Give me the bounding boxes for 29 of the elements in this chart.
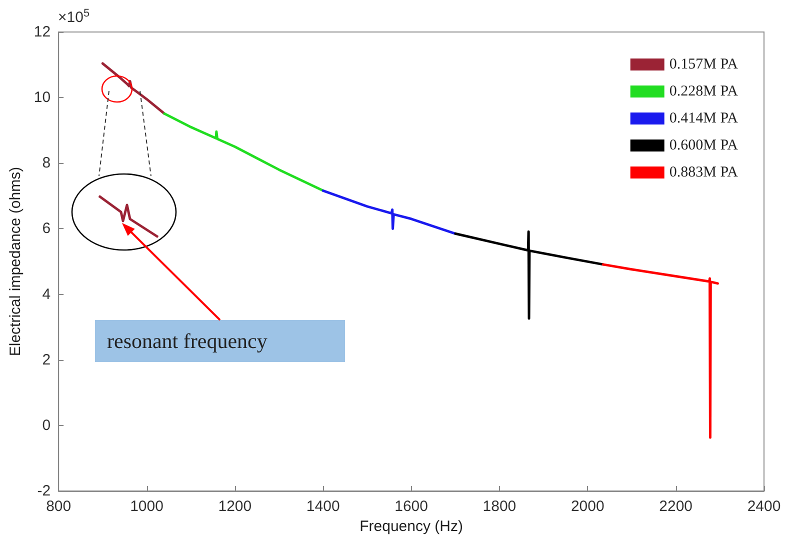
y-tick-label: 8: [42, 154, 51, 172]
y-tick-label: 12: [34, 24, 51, 40]
x-tick-label: 2200: [659, 498, 693, 515]
x-tick-label: 800: [46, 498, 72, 515]
line-series: [163, 112, 324, 192]
legend-label: 0.414M PA: [669, 110, 738, 126]
line-series: [602, 263, 719, 439]
x-tick-label: 2000: [570, 498, 604, 515]
annotation: resonant frequency: [107, 329, 268, 353]
y-tick-label: 4: [42, 286, 51, 303]
x-tick-label: 1800: [482, 498, 516, 515]
y-tick-label: 2: [42, 351, 51, 368]
x-tick-label: 1600: [394, 498, 428, 515]
line-series: [454, 230, 604, 320]
line-series: [322, 189, 457, 235]
x-tick-label: 1200: [218, 498, 252, 515]
y-tick-label: 6: [42, 220, 51, 238]
legend-label: 0.600M PA: [669, 138, 738, 154]
x-tick-label: 1000: [130, 498, 164, 515]
y-axis-title: Electrical impedance (ohms): [7, 166, 24, 356]
x-tick-label: 1400: [306, 498, 340, 515]
legend-label: 0.157M PA: [669, 56, 738, 72]
y-tick-label: -2: [37, 482, 51, 500]
legend-label: 0.228M PA: [669, 84, 738, 100]
x-axis-title: Frequency (Hz): [360, 518, 463, 535]
y-tick-label: 0: [42, 416, 51, 434]
x-tick-label: 2400: [747, 498, 781, 515]
legend-label: 0.883M PA: [669, 164, 738, 180]
y-tick-label: 10: [34, 89, 51, 106]
